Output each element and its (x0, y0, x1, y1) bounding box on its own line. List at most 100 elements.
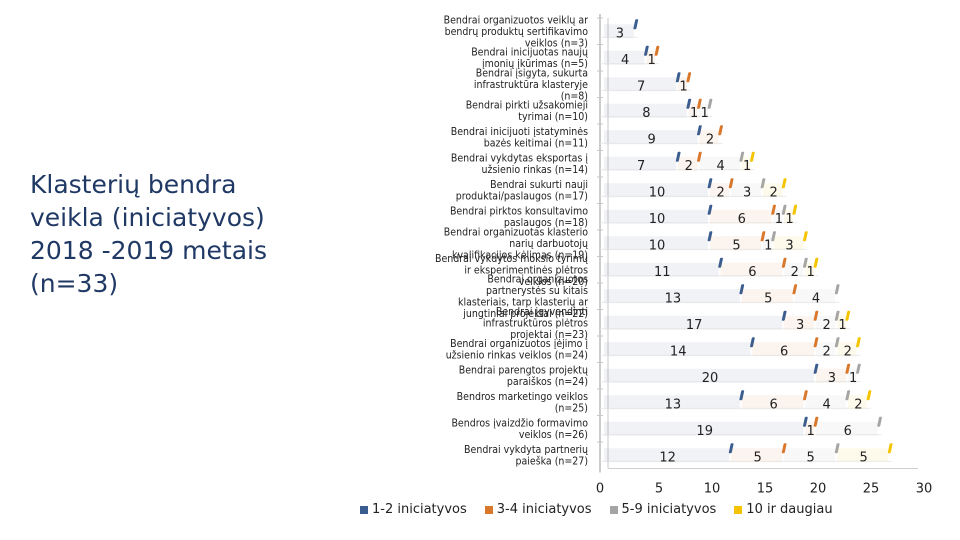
category-label: Bendrai pirktos konsultavimo paslaugos (n… (450, 206, 588, 230)
category-label: Bendrai sukurti nauji produktai/paslaugos… (456, 179, 588, 203)
category-label: Bendrai inicijuoti įstatyminės bazės keit… (451, 126, 588, 150)
bar-marker-2 (813, 337, 819, 348)
bar-segment-3 (784, 262, 804, 277)
bar-marker-1 (633, 19, 639, 30)
bar-marker-2 (697, 98, 702, 109)
bar-marker-3 (845, 390, 851, 401)
bar-marker-1 (813, 363, 819, 374)
legend-item: 1-2 iniciatyvos (360, 502, 467, 517)
bar-segment-2 (784, 315, 814, 330)
x-tick-label: 10 (704, 482, 721, 497)
bar-marker-2 (697, 151, 702, 162)
bar-segment-2 (710, 209, 772, 224)
bar-marker-3 (803, 257, 808, 268)
data-label: 7 (637, 159, 645, 174)
bar-segment-4 (847, 395, 867, 410)
category-label: Bendrai vykdytos mokslo tyrimų ir eksperi… (435, 253, 588, 288)
category-label: Bendros įvaizdžio formavimo veiklos (n=26… (451, 418, 588, 442)
x-tick-label: 25 (863, 482, 880, 497)
data-label: 3 (828, 371, 836, 386)
chart-bars (600, 19, 893, 463)
legend-label: 10 ir daugiau (746, 502, 833, 517)
data-label: 5 (764, 291, 772, 306)
data-label: 11 (654, 265, 671, 280)
data-label: 12 (659, 450, 676, 465)
bar-segment-2 (805, 421, 814, 436)
bar-marker-4 (750, 151, 755, 162)
legend-item: 10 ir daugiau (734, 502, 833, 517)
bar-segment-4 (773, 236, 804, 251)
data-label: 10 (649, 185, 666, 200)
data-label: 2 (854, 397, 862, 412)
category-label: Bendrai organizuotos įėjimo į užsienio ri… (446, 338, 589, 362)
data-label: 1 (701, 106, 709, 121)
data-label: 1 (849, 371, 857, 386)
category-labels: Bendrai organizuotos veiklų ar bendrų pro… (435, 14, 588, 467)
data-label: 1 (690, 106, 698, 121)
category-label: Bendrai įgyvendinti infrastruktūros plėtr… (483, 306, 588, 341)
data-label: 4 (621, 53, 629, 68)
bar-segment-2 (720, 262, 783, 277)
x-axis-tick-labels: 0 5 10 15 20 25 30 (596, 482, 932, 497)
data-label: 1 (785, 212, 793, 227)
bar-segment-4 (741, 156, 751, 171)
data-label: 2 (716, 185, 724, 200)
data-label: 14 (670, 344, 687, 359)
bar-segment-2 (688, 103, 698, 118)
bar-segment-4 (805, 262, 814, 277)
x-tick-label: 30 (916, 482, 933, 497)
bar-marker-1 (675, 72, 681, 83)
bar-segment-2 (731, 448, 783, 463)
bar-marker-2 (686, 72, 692, 83)
bar-segment-1 (604, 209, 708, 224)
bar-marker-1 (707, 231, 713, 242)
data-label: 2 (791, 265, 799, 280)
legend-swatch (734, 505, 743, 514)
bar-marker-2 (792, 284, 798, 295)
bar-marker-1 (707, 178, 713, 189)
bar-marker-3 (877, 416, 882, 427)
data-label: 1 (775, 212, 783, 227)
data-label: 1 (838, 318, 846, 333)
bar-segment-1 (604, 236, 708, 251)
bar-marker-4 (813, 257, 819, 268)
data-label: 6 (780, 344, 788, 359)
bar-marker-2 (803, 390, 808, 401)
bar-marker-3 (834, 284, 840, 295)
data-label: 3 (743, 185, 751, 200)
bar-segment-3 (763, 236, 772, 251)
bar-segment-4 (763, 183, 783, 198)
bar-segment-1 (604, 448, 730, 463)
bar-segment-2 (646, 50, 655, 65)
bar-segment-3 (773, 209, 783, 224)
data-label: 5 (807, 450, 815, 465)
data-label: 2 (769, 185, 777, 200)
category-label: Bendros marketingo veiklos (n=25) (457, 391, 588, 415)
data-label: 20 (702, 371, 719, 386)
legend-label: 3-4 iniciatyvos (496, 502, 592, 517)
category-label: Bendrai organizuotas klasterio narių darb… (444, 226, 588, 261)
data-label: 6 (748, 265, 756, 280)
data-label: 7 (637, 79, 645, 94)
bar-segment-4 (837, 315, 846, 330)
category-label: Bendrai parengtos projektų paraiškos (n=2… (459, 365, 588, 389)
bar-marker-4 (866, 390, 872, 401)
data-label: 4 (822, 397, 830, 412)
bar-marker-1 (781, 310, 787, 321)
bar-marker-1 (728, 443, 734, 454)
data-label: 8 (642, 106, 650, 121)
bar-marker-1 (707, 204, 713, 215)
data-label: 2 (685, 159, 693, 174)
legend-item: 5-9 iniciatyvos (609, 502, 716, 517)
data-label: 3 (616, 26, 624, 41)
bar-marker-4 (856, 337, 861, 348)
bar-marker-1 (803, 416, 808, 427)
bar-segment-2 (741, 395, 804, 410)
bar-segment-2 (816, 368, 846, 383)
data-label: 3 (796, 318, 804, 333)
data-label: 1 (807, 265, 815, 280)
bar-marker-1 (718, 257, 723, 268)
bar-marker-1 (675, 151, 681, 162)
data-label: 2 (822, 318, 830, 333)
